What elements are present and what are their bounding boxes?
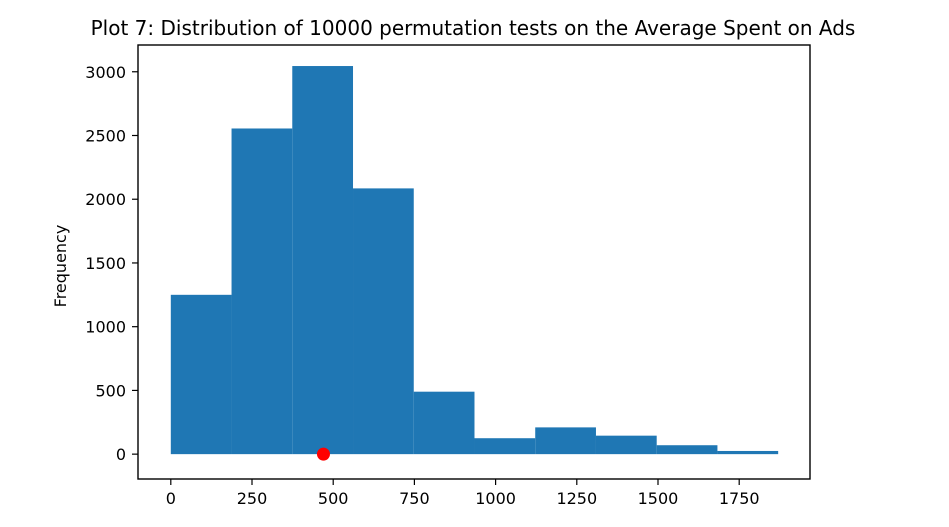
y-axis-label: Frequency [51, 225, 70, 308]
histogram-bar [353, 188, 414, 455]
y-tick-label: 0 [116, 445, 126, 464]
y-tick-label: 2000 [85, 190, 126, 209]
histogram-bar [474, 438, 536, 455]
histogram-bars [170, 66, 779, 455]
chart-title: Plot 7: Distribution of 10000 permutatio… [91, 16, 856, 40]
y-tick-label: 1500 [85, 254, 126, 273]
histogram-bar [656, 445, 718, 455]
observed-value-marker [316, 447, 330, 461]
x-tick-label: 1250 [556, 489, 597, 508]
histogram-bar [231, 128, 293, 455]
marker-layer [316, 447, 330, 461]
x-tick-label: 1500 [638, 489, 679, 508]
x-tick-label: 250 [237, 489, 268, 508]
y-tick-label: 2500 [85, 126, 126, 145]
histogram-bar [413, 391, 475, 455]
y-tick-label: 500 [95, 381, 126, 400]
histogram-bar [535, 427, 596, 455]
x-tick-label: 1750 [719, 489, 760, 508]
x-tick-label: 1000 [475, 489, 516, 508]
x-tick-label: 750 [399, 489, 430, 508]
histogram-bar [717, 450, 779, 455]
histogram-bar [170, 294, 232, 455]
x-tick-label: 500 [318, 489, 349, 508]
histogram-bar [595, 435, 657, 455]
y-tick-label: 1000 [85, 318, 126, 337]
histogram-bar [292, 66, 354, 455]
x-axis-ticks: 0 250 500 750 1000 1250 1500 1750 [166, 479, 760, 508]
y-tick-label: 3000 [85, 63, 126, 82]
y-axis-ticks: 0 500 1000 1500 2000 2500 3000 [85, 63, 138, 464]
plot-frame [137, 44, 811, 480]
x-tick-label: 0 [166, 489, 176, 508]
